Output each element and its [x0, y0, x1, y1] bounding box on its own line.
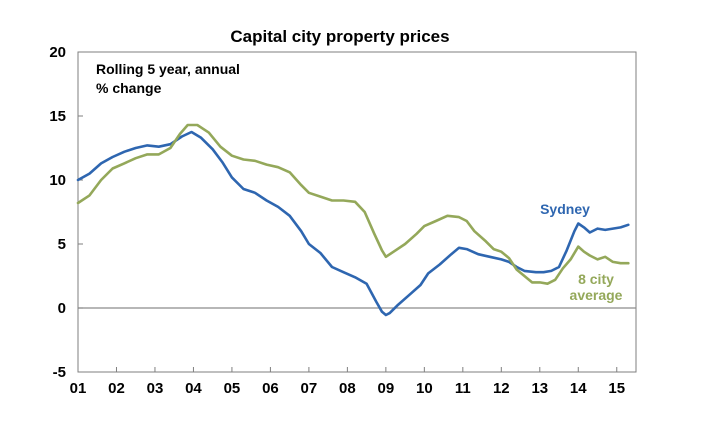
series-line — [76, 123, 630, 285]
y-tick-label: -5 — [53, 364, 66, 381]
y-tick-label: 20 — [49, 44, 66, 61]
series-label: 8 city — [578, 271, 614, 287]
x-tick-label: 14 — [570, 380, 587, 397]
x-tick-label: 10 — [416, 380, 433, 397]
x-tick-label: 11 — [455, 380, 471, 397]
y-tick-label: 15 — [49, 108, 66, 125]
y-tick-label: 0 — [58, 300, 66, 317]
x-tick-label: 07 — [301, 380, 318, 397]
x-tick-label: 08 — [339, 380, 356, 397]
series-label: Sydney — [540, 201, 590, 217]
x-tick-label: 02 — [108, 380, 125, 397]
x-tick-label: 01 — [70, 380, 87, 397]
series-line — [76, 130, 630, 317]
chart-title: Capital city property prices — [230, 27, 449, 46]
plot-frame — [77, 51, 637, 373]
x-tick-label: 09 — [378, 380, 395, 397]
y-tick-label: 10 — [49, 172, 66, 189]
x-tick-label: 13 — [531, 380, 548, 397]
x-tick-label: 05 — [224, 380, 241, 397]
chart-annotation: Rolling 5 year, annual — [96, 61, 240, 77]
x-tick-label: 06 — [262, 380, 279, 397]
x-tick-label: 12 — [493, 380, 510, 397]
series-label: average — [570, 287, 623, 303]
x-tick-label: 15 — [608, 380, 625, 397]
y-tick-label: 5 — [58, 236, 66, 253]
chart-annotation: % change — [96, 80, 162, 96]
x-tick-label: 04 — [185, 380, 202, 397]
x-tick-label: 03 — [147, 380, 164, 397]
plot-area: 20 15 10 5 0 -501 02 03 04 05 06 07 08 09 10 11 12 13 14 15… — [49, 44, 637, 397]
